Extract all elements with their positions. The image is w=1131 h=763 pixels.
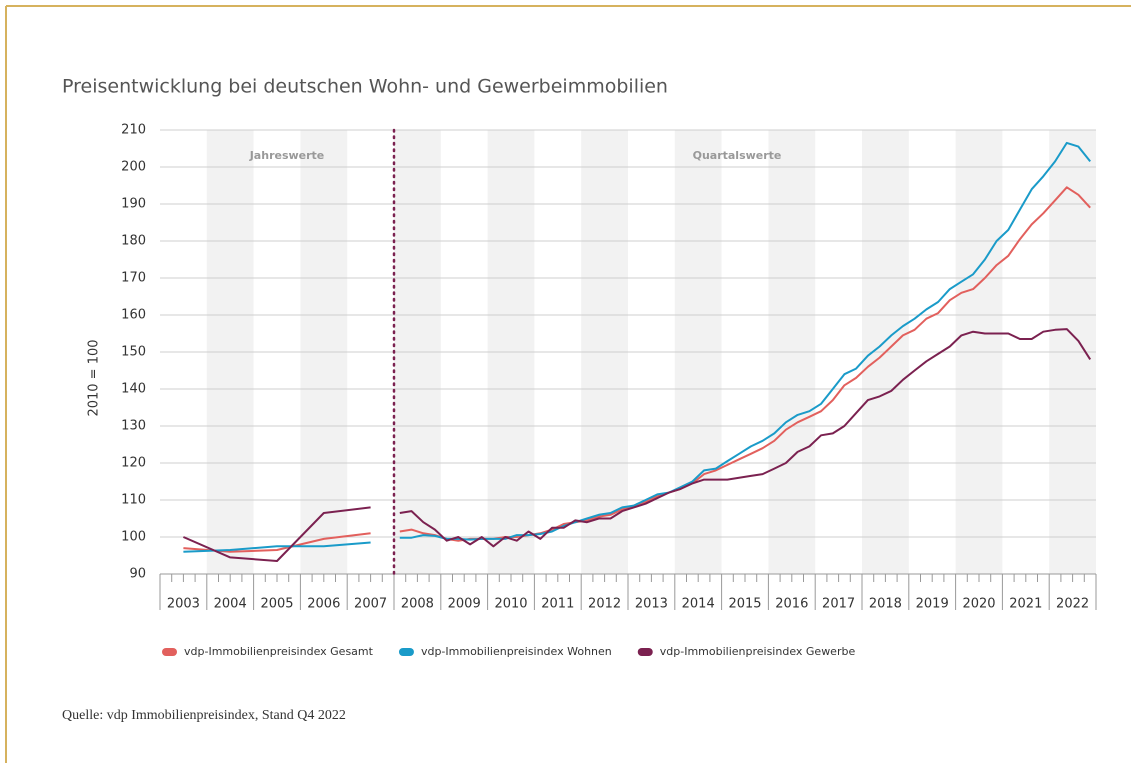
x-tick-label: 2004: [214, 597, 247, 612]
x-tick-label: 2009: [448, 597, 481, 612]
legend-swatch: [162, 648, 177, 656]
x-tick-label: 2010: [494, 597, 527, 612]
legend-label: vdp-Immobilienpreisindex Gewerbe: [660, 645, 856, 658]
x-tick-label: 2015: [728, 597, 761, 612]
x-tick-label: 2022: [1056, 597, 1089, 612]
legend-swatch: [637, 648, 653, 656]
y-tick-label: 160: [121, 308, 146, 323]
x-tick-label: 2013: [635, 597, 668, 612]
x-tick-label: 2006: [307, 597, 340, 612]
y-tick-label: 100: [121, 530, 146, 545]
y-tick-label: 150: [121, 345, 146, 360]
x-tick-label: 2017: [822, 597, 855, 612]
x-tick-label: 2012: [588, 597, 621, 612]
x-tick-label: 2014: [682, 597, 715, 612]
y-tick-label: 180: [121, 234, 146, 249]
y-tick-label: 190: [121, 197, 146, 212]
legend-label: vdp-Immobilienpreisindex Gesamt: [184, 645, 374, 658]
y-tick-label: 140: [121, 382, 146, 397]
x-tick-label: 2007: [354, 597, 387, 612]
x-tick-label: 2008: [401, 597, 434, 612]
y-tick-label: 90: [129, 567, 146, 582]
x-tick-label: 2016: [775, 597, 808, 612]
annotation: Jahreswerte: [249, 149, 325, 162]
x-tick-label: 2003: [167, 597, 200, 612]
x-tick-label: 2021: [1009, 597, 1042, 612]
x-tick-label: 2019: [916, 597, 949, 612]
y-tick-label: 110: [121, 493, 146, 508]
series-line: [183, 328, 1092, 562]
y-tick-label: 130: [121, 419, 146, 434]
x-tick-label: 2005: [260, 597, 293, 612]
legend-label: vdp-Immobilienpreisindex Wohnen: [421, 645, 612, 658]
source: Quelle: vdp Immobilienpreisindex, Stand …: [62, 708, 346, 723]
y-tick-label: 200: [121, 160, 146, 175]
y-tick-label: 120: [121, 456, 146, 471]
annotation: Quartalswerte: [693, 149, 782, 162]
x-tick-label: 2018: [869, 597, 902, 612]
legend-swatch: [398, 648, 414, 656]
y-tick-label: 170: [121, 271, 146, 286]
x-tick-label: 2020: [962, 597, 995, 612]
y-axis-label: 2010 = 100: [87, 339, 102, 416]
x-tick-label: 2011: [541, 597, 574, 612]
chart-title: Preisentwicklung bei deutschen Wohn- und…: [62, 76, 668, 98]
y-tick-label: 210: [121, 123, 146, 138]
